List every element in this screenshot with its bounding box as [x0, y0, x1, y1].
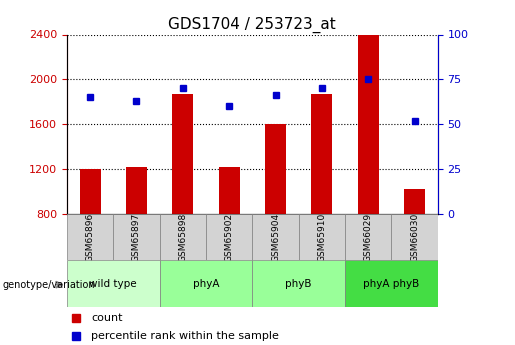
Text: phyB: phyB	[285, 279, 312, 289]
Bar	[312, 94, 332, 214]
Bar	[265, 124, 286, 214]
Bar	[345, 214, 391, 260]
Text: GSM65898: GSM65898	[178, 213, 187, 262]
Text: percentile rank within the sample: percentile rank within the sample	[91, 331, 279, 341]
Text: phyA phyB: phyA phyB	[363, 279, 420, 289]
Text: GSM65897: GSM65897	[132, 213, 141, 262]
Text: phyA: phyA	[193, 279, 219, 289]
Title: GDS1704 / 253723_at: GDS1704 / 253723_at	[168, 17, 336, 33]
Bar	[252, 260, 345, 307]
Bar	[358, 34, 379, 214]
Text: GSM65910: GSM65910	[317, 213, 327, 262]
Bar	[80, 169, 100, 214]
Text: wild type: wild type	[90, 279, 137, 289]
Text: GSM66029: GSM66029	[364, 213, 373, 262]
Bar	[126, 167, 147, 214]
Text: GSM65902: GSM65902	[225, 213, 234, 262]
Bar	[160, 260, 252, 307]
Text: GSM65896: GSM65896	[85, 213, 95, 262]
Bar	[219, 167, 239, 214]
Bar	[160, 214, 206, 260]
Text: GSM66030: GSM66030	[410, 213, 419, 262]
Bar	[345, 260, 438, 307]
Bar	[206, 214, 252, 260]
Bar	[299, 214, 345, 260]
Bar	[404, 189, 425, 214]
Bar	[252, 214, 299, 260]
Bar	[391, 214, 438, 260]
Bar	[173, 94, 193, 214]
Bar	[67, 214, 113, 260]
Text: GSM65904: GSM65904	[271, 213, 280, 262]
Text: count: count	[91, 314, 123, 323]
Text: genotype/variation: genotype/variation	[3, 280, 95, 289]
Bar	[113, 214, 160, 260]
Bar	[67, 260, 160, 307]
